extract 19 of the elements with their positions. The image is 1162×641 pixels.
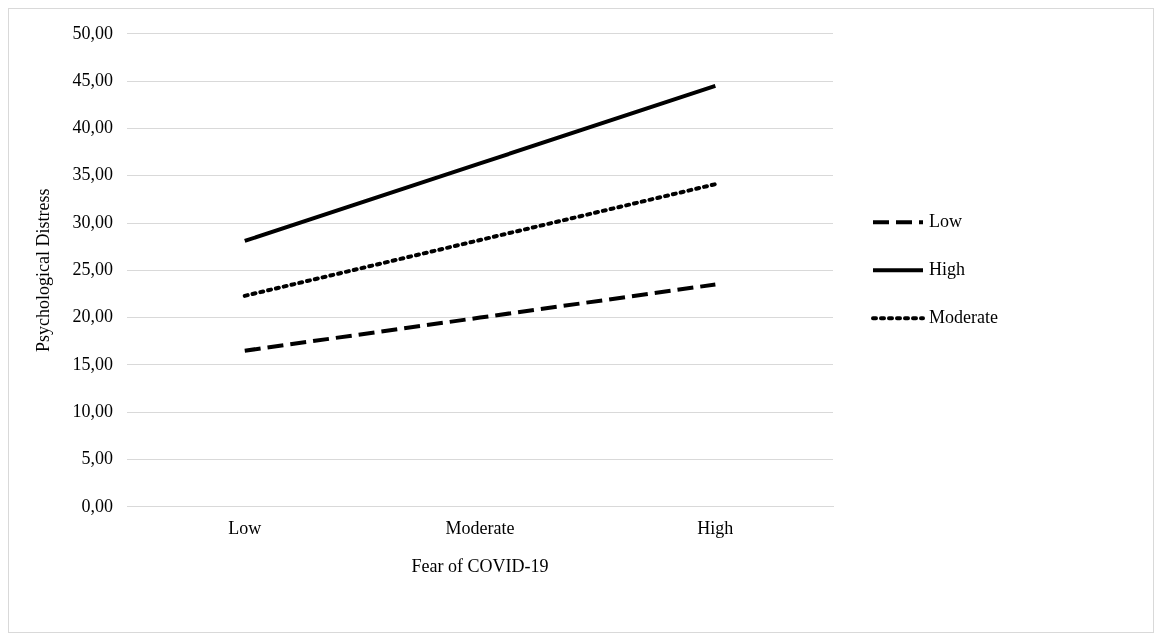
x-tick-label: Moderate <box>445 518 515 539</box>
y-tick-label: 50,00 <box>72 22 114 43</box>
x-tick-label: Low <box>228 518 262 539</box>
legend-label: Moderate <box>929 307 998 328</box>
x-tick-label: High <box>697 518 734 539</box>
y-tick-label: 45,00 <box>72 69 114 90</box>
y-tick-label: 15,00 <box>72 353 114 374</box>
legend-label: Low <box>929 211 962 232</box>
y-axis-title: Psychological Distress <box>32 188 53 353</box>
y-tick-label: 0,00 <box>81 495 114 516</box>
y-tick-label: 35,00 <box>72 164 114 185</box>
y-tick-label: 5,00 <box>81 448 114 469</box>
x-axis-title: Fear of COVID-19 <box>411 555 549 576</box>
y-tick-label: 10,00 <box>72 400 114 421</box>
y-tick-label: 40,00 <box>72 117 114 138</box>
y-tick-label: 25,00 <box>72 259 114 280</box>
legend-label: High <box>929 259 965 280</box>
y-tick-label: 20,00 <box>72 306 114 327</box>
y-tick-label: 30,00 <box>72 211 114 232</box>
